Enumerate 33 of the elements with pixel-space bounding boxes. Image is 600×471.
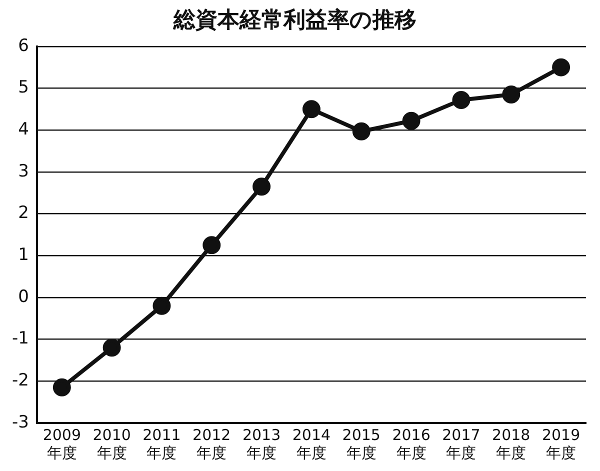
point [202, 236, 221, 254]
y-tick-label: -3 [12, 412, 29, 432]
y-tick-label: 2 [18, 203, 29, 224]
point [152, 296, 171, 315]
x-tick-label: 2019 年度 [542, 426, 580, 462]
x-tick-label: 2013 年度 [242, 426, 281, 462]
y-tick-label: -2 [12, 370, 29, 391]
x-tick-label: 2014 年度 [292, 426, 331, 462]
y-tick-label: 4 [18, 120, 29, 140]
y-tick-label: 3 [18, 161, 29, 182]
point [402, 112, 420, 130]
chart-title: 総資本経常利益率の推移 [172, 6, 416, 33]
x-tick-label: 2016 年度 [392, 426, 430, 462]
point [52, 378, 71, 396]
point [552, 58, 570, 76]
y-tick-label: 1 [18, 245, 29, 266]
x-tick-label: 2010 年度 [92, 426, 131, 462]
y-tick-label: 0 [18, 286, 29, 307]
point [302, 100, 320, 118]
y-tick-label: -1 [12, 328, 29, 349]
x-tick-label: 2015 年度 [342, 426, 380, 462]
point [102, 338, 121, 357]
x-tick-label: 2011 年度 [142, 426, 181, 462]
point [252, 178, 271, 196]
y-tick-label: 5 [18, 78, 29, 98]
point [452, 90, 470, 109]
x-tick-label: 2017 年度 [442, 426, 480, 462]
y-tick-label: 6 [18, 36, 29, 56]
point [502, 86, 520, 104]
x-tick-label: 2009 年度 [42, 426, 81, 462]
x-tick-label: 2012 年度 [192, 426, 231, 462]
x-tick-label: 2018 年度 [492, 426, 530, 462]
point [352, 122, 370, 140]
